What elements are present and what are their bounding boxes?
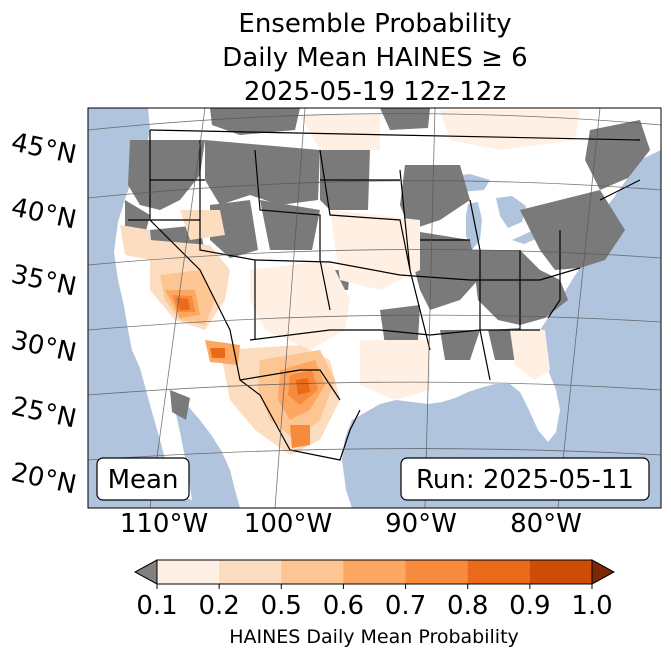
run-label: Run: 2025-05-11: [416, 465, 634, 495]
colorbar-under-extension: [133, 559, 158, 585]
lat-label-45: 45°N: [9, 128, 79, 171]
lat-label-35: 35°N: [9, 260, 79, 303]
title-line-2: Daily Mean HAINES ≥ 6: [222, 43, 527, 73]
colorbar-tick-label: 0.1: [136, 591, 177, 621]
mean-box: Mean: [96, 457, 190, 501]
title-line-1: Ensemble Probability: [238, 9, 511, 39]
colorbar-bin: [343, 560, 407, 584]
lake-huron: [496, 196, 526, 228]
title-line-3: 2025-05-19 12z-12z: [244, 77, 506, 107]
colorbar-bin: [157, 560, 220, 584]
map-frame: [87, 107, 662, 509]
colorbar: 0.1 0.2 0.5 0.6 0.7 0.8 0.9 1.0: [133, 559, 616, 621]
colorbar-bin: [219, 560, 282, 584]
lat-label-25: 25°N: [9, 392, 79, 435]
lon-label-110: 110°W: [120, 509, 208, 539]
colorbar-bin: [281, 560, 344, 584]
lat-label-40: 40°N: [9, 193, 79, 236]
map-panel: [88, 108, 661, 508]
run-box: Run: 2025-05-11: [400, 457, 650, 501]
mean-label: Mean: [108, 465, 179, 495]
colorbar-tick-label: 0.9: [509, 591, 550, 621]
colorbar-tick-label: 0.6: [323, 591, 364, 621]
longitude-labels: 110°W 100°W 90°W 80°W: [120, 509, 582, 539]
colorbar-label: HAINES Daily Mean Probability: [229, 626, 519, 648]
colorbar-frame: [156, 559, 593, 585]
lon-label-100: 100°W: [244, 509, 332, 539]
colorbar-tick-label: 0.2: [198, 591, 239, 621]
lat-label-30: 30°N: [9, 326, 79, 369]
colorbar-tick-label: 1.0: [571, 591, 612, 621]
lat-label-20: 20°N: [9, 458, 79, 501]
latitude-labels: 45°N 40°N 35°N 30°N 25°N 20°N: [9, 128, 79, 501]
lon-label-80: 80°W: [510, 509, 582, 539]
lon-label-90: 90°W: [385, 509, 457, 539]
colorbar-bin: [467, 560, 531, 584]
colorbar-over-extension: [591, 559, 616, 585]
colorbar-tick-label: 0.7: [385, 591, 426, 621]
colorbar-bin: [405, 560, 469, 584]
gridlines: [88, 108, 661, 508]
colorbar-bin: [529, 560, 593, 584]
colorbar-tick-label: 0.8: [447, 591, 488, 621]
colorbar-tick-label: 0.5: [261, 591, 302, 621]
probability-shading: [120, 110, 580, 455]
